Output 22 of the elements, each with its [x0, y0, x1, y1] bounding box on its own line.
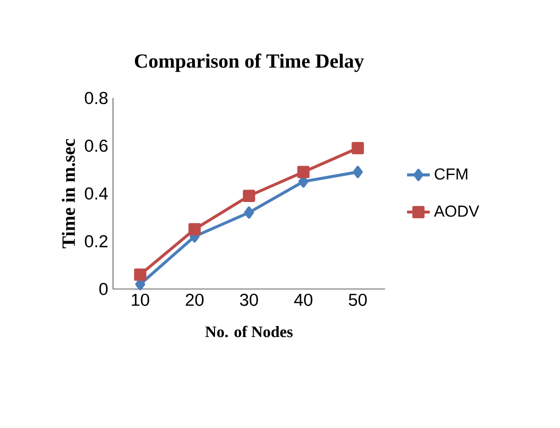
x-tick-label: 30 — [240, 294, 258, 306]
x-tick-label: 50 — [348, 294, 367, 306]
x-axis-title: No. of Nodes — [205, 326, 293, 338]
point — [244, 206, 254, 219]
y-tick-label: 0 — [99, 282, 108, 296]
chart-title: Comparison of Time Delay — [134, 54, 364, 72]
point — [352, 142, 364, 154]
x-tick-label: 10 — [132, 294, 150, 306]
y-axis-title: Time in m.sec — [62, 138, 76, 248]
point — [352, 166, 363, 178]
legend-label: AODV — [434, 205, 480, 217]
x-tick-label: 20 — [186, 294, 204, 306]
legend-label: CFM — [434, 168, 468, 180]
y-tick-label: 0.6 — [84, 140, 108, 152]
point — [242, 190, 256, 202]
y-tick-label: 0.4 — [84, 187, 108, 200]
y-tick-label: 0.8 — [84, 92, 108, 104]
point — [297, 166, 310, 178]
x-tick-label: 40 — [294, 294, 312, 306]
point — [134, 268, 146, 281]
point — [188, 223, 201, 236]
y-tick-label: 0.2 — [84, 235, 108, 248]
